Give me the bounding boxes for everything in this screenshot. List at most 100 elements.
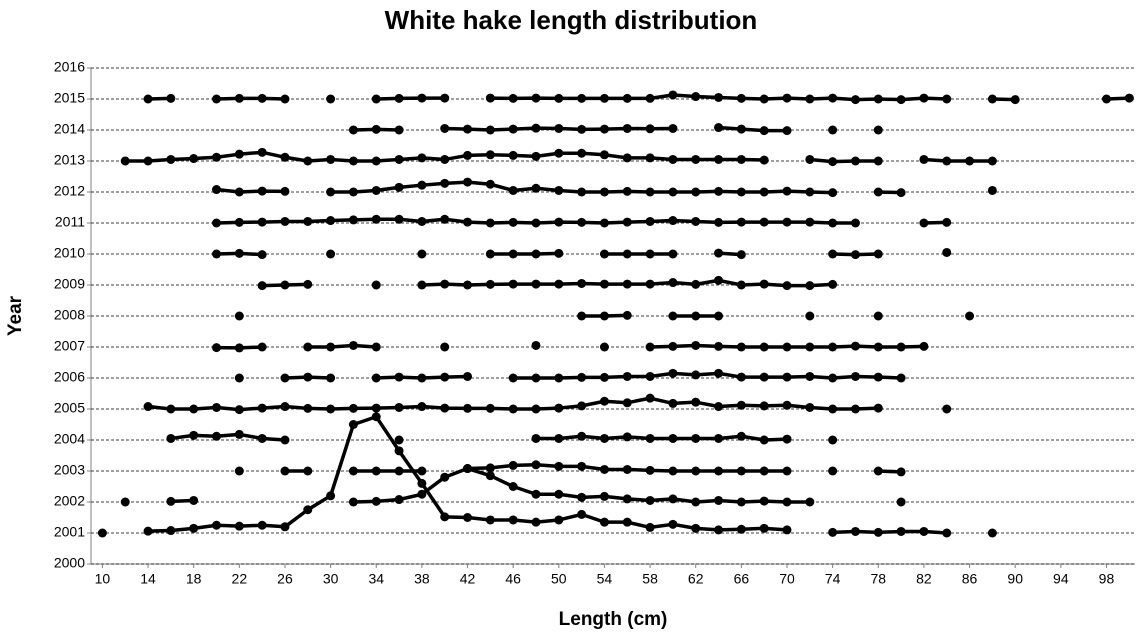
data-point (759, 523, 769, 533)
data-point (965, 311, 975, 321)
data-point (736, 187, 746, 197)
data-point (508, 185, 518, 195)
data-point (622, 153, 632, 163)
data-point (234, 248, 244, 258)
data-point (303, 216, 313, 226)
data-point (554, 373, 564, 383)
data-point (417, 249, 427, 259)
data-point (691, 154, 701, 164)
data-point (736, 497, 746, 507)
data-point (212, 94, 222, 104)
data-point (622, 123, 632, 133)
x-tick-label: 86 (962, 571, 978, 587)
data-point (417, 93, 427, 103)
data-point (645, 216, 655, 226)
x-axis-label: Length (cm) (559, 609, 668, 630)
data-point (508, 217, 518, 227)
data-point (371, 94, 381, 104)
data-point (280, 435, 290, 445)
data-point (645, 279, 655, 289)
data-point (599, 311, 609, 321)
data-point (599, 187, 609, 197)
x-tick-label: 98 (1099, 571, 1115, 587)
data-point (668, 494, 678, 504)
data-point (508, 93, 518, 103)
data-point (531, 489, 541, 499)
data-point (736, 280, 746, 290)
data-point (782, 466, 792, 476)
data-point (508, 482, 518, 491)
data-point (143, 156, 153, 166)
x-tick-label: 78 (870, 571, 886, 587)
y-tick-label: 2013 (54, 152, 85, 168)
data-point (668, 519, 678, 529)
data-point (714, 123, 724, 133)
data-point (212, 520, 222, 530)
data-point (896, 188, 906, 198)
data-point (645, 187, 655, 197)
data-point (531, 151, 541, 161)
data-point (485, 125, 495, 135)
data-point (440, 214, 450, 224)
data-point (189, 495, 199, 505)
data-point (234, 343, 244, 353)
data-point (691, 523, 701, 533)
data-point (736, 217, 746, 227)
data-point (531, 218, 541, 228)
data-point (394, 125, 404, 135)
data-point (942, 217, 952, 227)
data-point (554, 248, 564, 258)
data-point (234, 149, 244, 159)
data-point (805, 281, 815, 291)
data-point (782, 186, 792, 196)
data-point (394, 93, 404, 103)
data-point (371, 124, 381, 134)
data-point (828, 342, 838, 352)
data-point (919, 218, 929, 228)
data-point (120, 497, 130, 507)
data-point (303, 505, 313, 515)
data-point (531, 93, 541, 103)
data-point (736, 400, 746, 410)
data-point (782, 525, 792, 535)
data-point (326, 154, 336, 164)
data-point (577, 431, 587, 441)
data-point (508, 124, 518, 134)
x-tick-label: 94 (1053, 571, 1069, 587)
data-point (257, 433, 267, 443)
data-point (896, 373, 906, 383)
data-point (508, 150, 518, 160)
x-tick-label: 90 (1007, 571, 1023, 587)
x-tick-label: 62 (688, 571, 704, 587)
data-point (873, 156, 883, 166)
data-point (759, 187, 769, 197)
data-point (828, 93, 838, 103)
y-tick-label: 2010 (54, 245, 85, 261)
data-point (850, 404, 860, 414)
data-point (554, 515, 564, 525)
data-point (326, 187, 336, 197)
data-point (212, 431, 222, 441)
data-point (280, 402, 290, 412)
data-point (303, 279, 313, 289)
data-point (440, 279, 450, 289)
data-point (417, 180, 427, 190)
data-point (212, 343, 222, 353)
data-point (394, 214, 404, 224)
data-point (440, 342, 450, 352)
data-point (759, 342, 769, 352)
data-point (280, 94, 290, 104)
data-point (828, 435, 838, 445)
data-point (691, 279, 701, 289)
data-point (668, 311, 678, 321)
data-point (554, 461, 564, 471)
data-point (394, 466, 404, 476)
data-point (371, 185, 381, 195)
data-point (714, 248, 724, 258)
data-point (440, 93, 450, 103)
data-point (599, 249, 609, 259)
x-tick-label: 70 (779, 571, 795, 587)
data-point (440, 403, 450, 413)
data-point (394, 372, 404, 382)
x-tick-label: 66 (734, 571, 750, 587)
